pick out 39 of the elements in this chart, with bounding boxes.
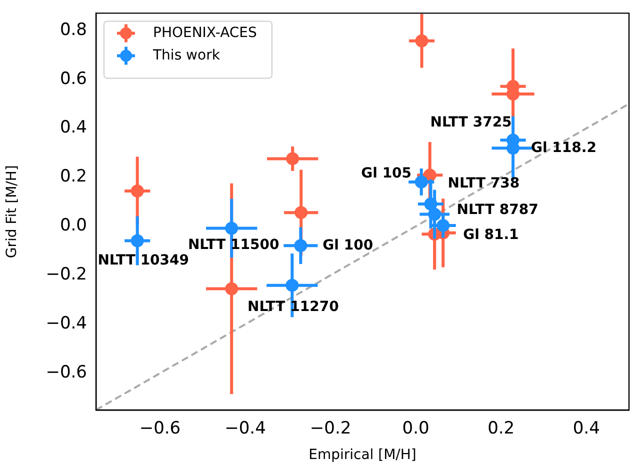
legend-label: This work [152, 47, 221, 64]
y-tick-label: −0.6 [46, 362, 87, 383]
point [130, 184, 144, 198]
y-tick-label: 0.0 [60, 216, 87, 236]
y-tick-label: −0.4 [46, 314, 87, 334]
annotation: Gl 105 [361, 166, 412, 182]
x-tick-label: −0.2 [310, 418, 352, 439]
x-tick-label: −0.4 [224, 418, 266, 439]
point [286, 152, 300, 166]
annotation: NLTT 3725 [430, 114, 512, 131]
annotation: NLTT 738 [448, 176, 520, 192]
x-tick-label: 0.2 [488, 418, 515, 439]
legend-label: PHOENIX-ACES [153, 24, 258, 41]
point [415, 34, 428, 48]
annotation: Gl 100 [322, 237, 374, 254]
point [294, 206, 308, 220]
point [130, 234, 144, 248]
point [225, 222, 238, 235]
y-tick-label: −0.2 [46, 264, 87, 285]
point [436, 219, 450, 232]
point [424, 198, 438, 211]
y-axis-title: Grid Fit [M/H] [4, 165, 20, 258]
annotation: NLTT 10349 [98, 252, 190, 268]
x-tick-label: 0.0 [402, 418, 430, 439]
point [414, 175, 428, 188]
x-axis-title: Empirical [M/H] [308, 447, 416, 464]
y-tick-label: 0.6 [60, 68, 87, 89]
y-tick-label: 0.4 [60, 118, 87, 138]
annotation: NLTT 8787 [456, 202, 538, 218]
y-tick-label: 0.8 [60, 20, 87, 40]
point [286, 278, 299, 292]
point [225, 282, 238, 296]
annotation: Gl 118.2 [531, 140, 596, 156]
x-tick-label: 0.4 [572, 418, 600, 439]
y-tick-label: 0.2 [60, 166, 87, 187]
point [428, 208, 442, 221]
point [294, 239, 308, 252]
annotation: Gl 81.1 [463, 227, 519, 244]
x-tick-label: −0.6 [139, 418, 181, 439]
